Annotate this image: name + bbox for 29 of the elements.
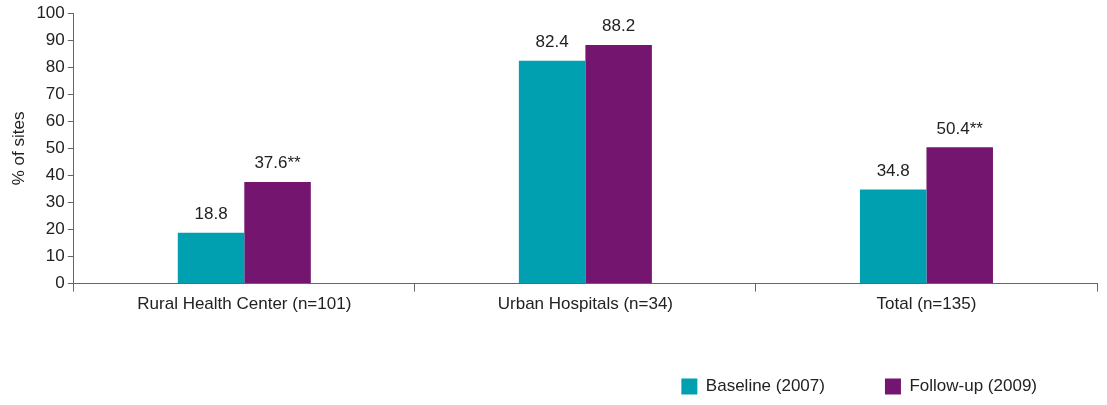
data-label: 50.4** [936,118,984,138]
y-tick-label: 10 [45,246,65,266]
y-tick-label: 80 [45,56,65,76]
legend-label: Baseline (2007) [705,376,825,396]
bar [859,189,927,284]
data-label: 37.6** [254,153,302,173]
data-label: 34.8 [876,160,910,180]
data-label: 88.2 [602,16,636,36]
bar [518,60,586,284]
y-tick-label: 100 [36,2,65,22]
bar [177,232,245,284]
y-tick-label: 20 [45,219,65,239]
y-tick-label: 70 [45,84,65,104]
y-tick-label: 0 [55,273,65,293]
y-tick-label: 60 [45,111,65,131]
data-label: 82.4 [535,31,569,51]
y-tick-label: 50 [45,138,65,158]
x-tick-label: Rural Health Center (n=101) [137,294,352,314]
data-label: 18.8 [194,203,228,223]
x-tick-label: Urban Hospitals (n=34) [497,294,674,314]
y-tick-label: 40 [45,165,65,185]
y-tick-label: 90 [45,29,65,49]
bar [585,45,652,284]
x-tick-label: Total (n=135) [876,294,977,314]
y-tick-label: 30 [45,192,65,212]
bar [244,181,311,284]
bar [926,147,993,284]
legend-label: Follow-up (2009) [909,376,1037,396]
y-axis-title: % of sites [8,111,28,186]
